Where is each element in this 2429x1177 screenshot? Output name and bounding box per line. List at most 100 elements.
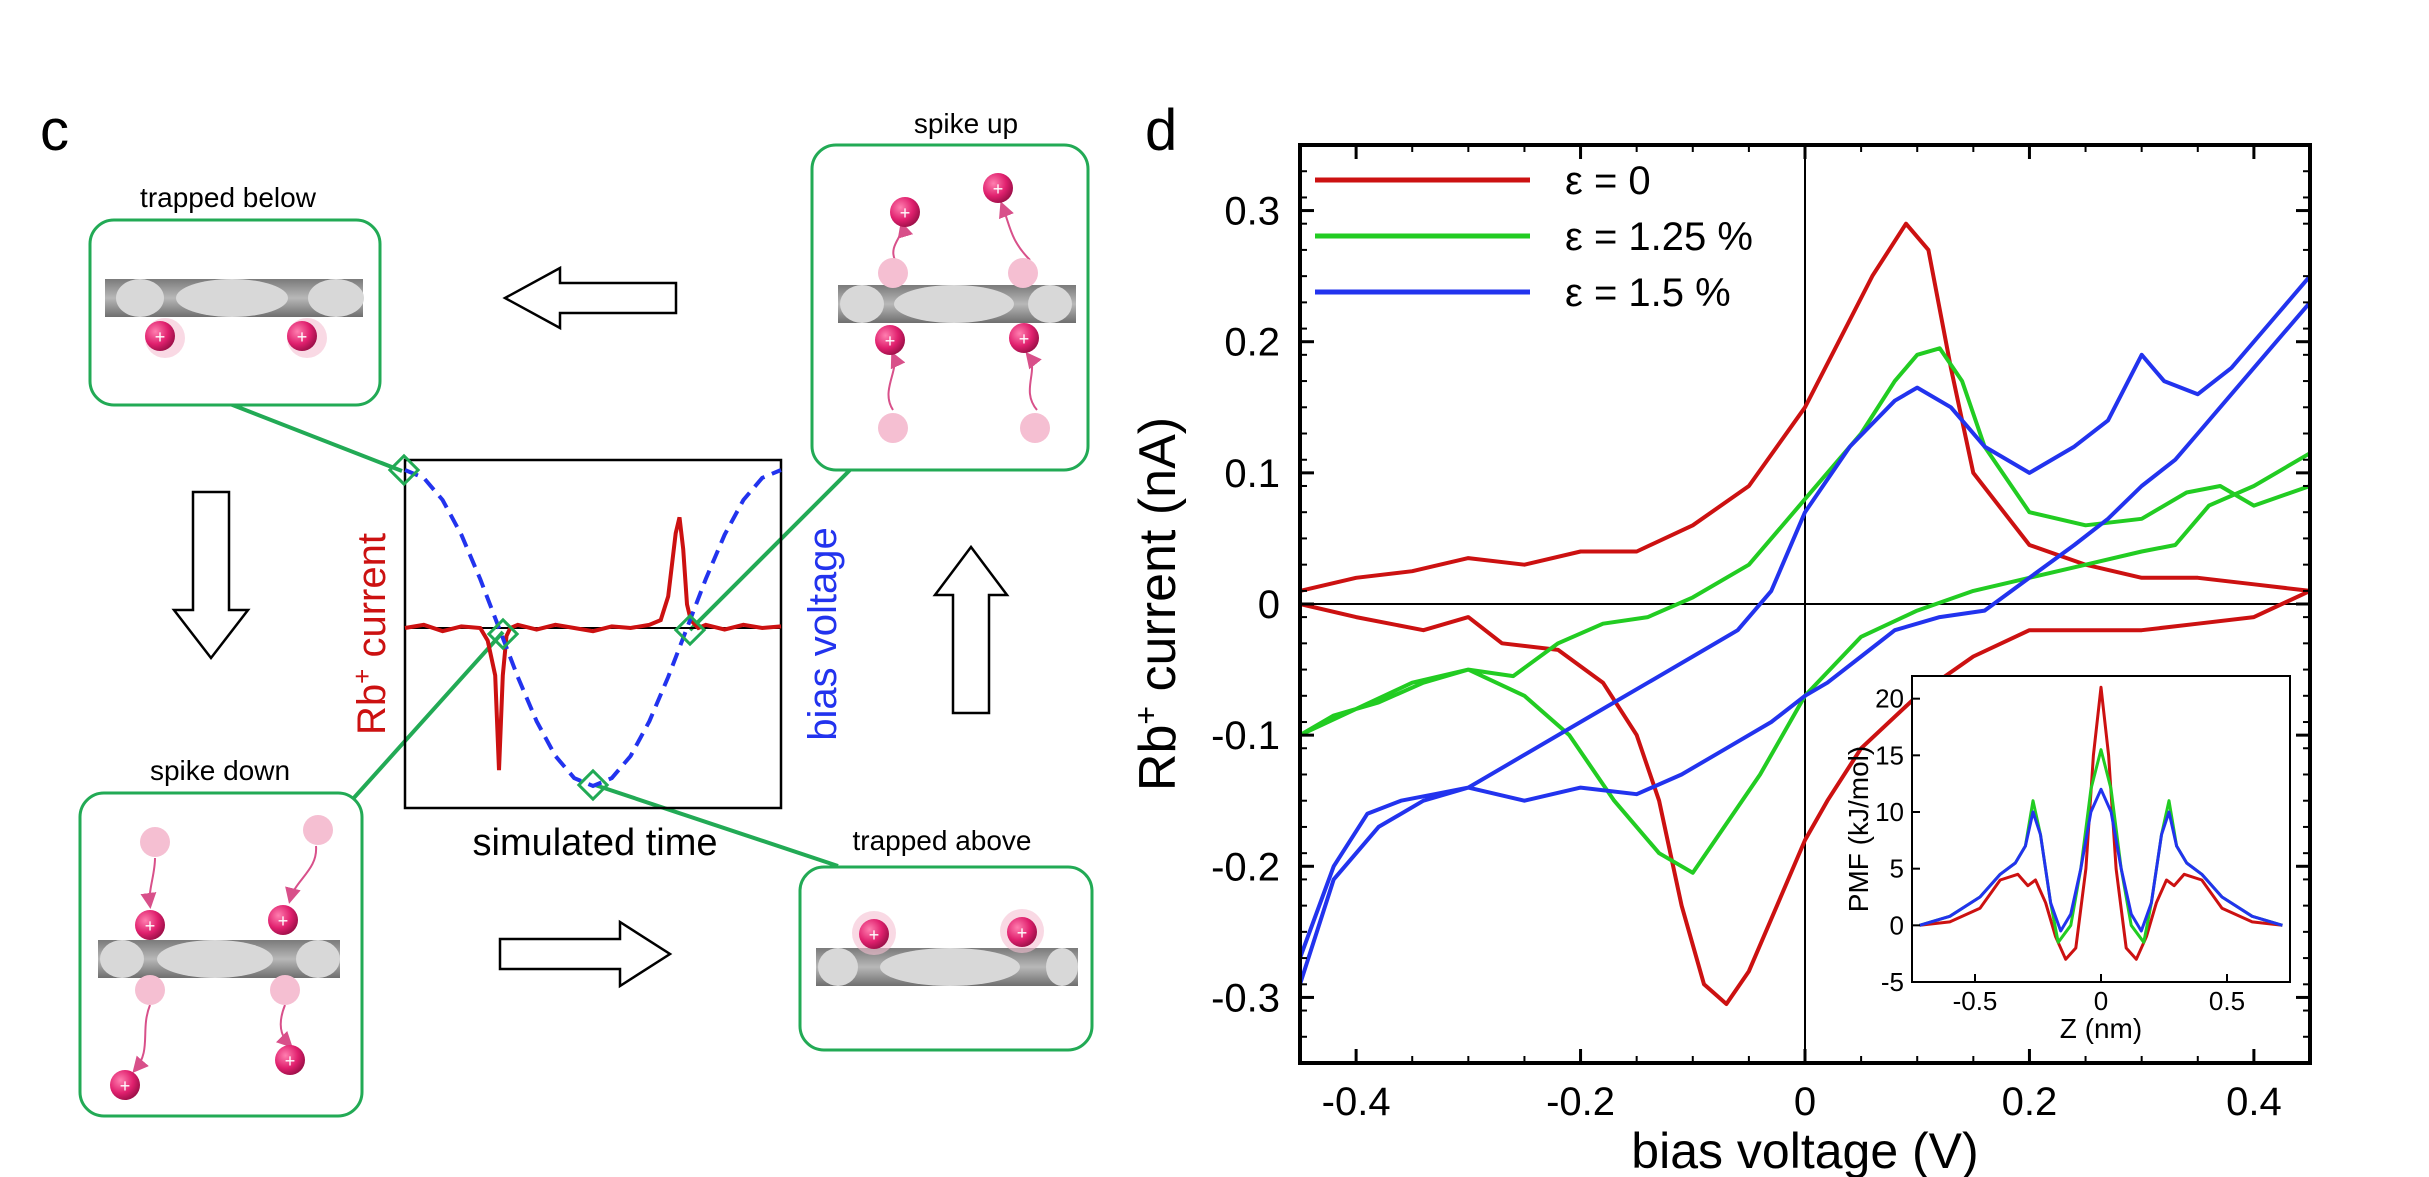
schematic-series-0-rb-current-line: [404, 516, 782, 771]
ion-faded: [270, 975, 300, 1005]
y-tick-label: 0.2: [1224, 321, 1280, 365]
arrow-left-icon: [502, 265, 678, 331]
pore: [100, 940, 144, 978]
ion: +: [135, 910, 165, 940]
pore: [1028, 285, 1072, 323]
inset-y-tick-label: 5: [1890, 854, 1904, 884]
inset-series-0-0-line: [1919, 685, 2283, 961]
y-tick-label: -0.2: [1211, 845, 1280, 889]
ion: +: [852, 911, 896, 955]
svg-text:+: +: [885, 331, 896, 351]
inset-y-tick-label: 20: [1875, 684, 1904, 714]
ion-faded: [303, 815, 333, 845]
inset-x-tick-label: -0.5: [1953, 986, 1998, 1016]
membrane: [98, 940, 340, 978]
y-tick-label: 0.3: [1224, 190, 1280, 234]
ion: +: [275, 1045, 305, 1075]
pore: [157, 940, 273, 978]
svg-text:+: +: [993, 179, 1004, 199]
ion: +: [1000, 909, 1044, 953]
ion-faded: [878, 258, 908, 288]
ion: +: [287, 318, 327, 358]
pore: [840, 285, 884, 323]
x-tick-label: 0.4: [2226, 1080, 2282, 1124]
inset-background: [1912, 676, 2290, 982]
ion: +: [875, 325, 905, 355]
legend-label: ε = 1.25 %: [1565, 215, 1753, 259]
svg-text:+: +: [155, 327, 166, 347]
pore: [880, 948, 1020, 986]
pore: [308, 279, 364, 317]
state-spike-up: spike up + + + +: [810, 108, 1090, 472]
x-tick-label: 0: [1794, 1080, 1816, 1124]
membrane: [838, 285, 1076, 323]
svg-text:+: +: [1017, 923, 1028, 943]
x-tick-label: -0.4: [1322, 1080, 1391, 1124]
marker-diamond: [673, 613, 707, 647]
cycle-arrows: [171, 265, 1010, 989]
legend-label: ε = 0: [1565, 159, 1651, 203]
inset-y-tick-label: 0: [1890, 910, 1904, 940]
ion-faded: [140, 827, 170, 857]
state-trapped-above: trapped above + +: [798, 825, 1094, 1052]
marker-diamond: [387, 453, 421, 487]
svg-text:+: +: [278, 911, 289, 931]
inset-y-axis-label: PMF (kJ/mol): [1843, 746, 1874, 912]
ion: +: [268, 905, 298, 935]
ion: +: [983, 173, 1013, 203]
pore: [176, 279, 288, 317]
pore: [818, 948, 858, 986]
inset-y-tick-label: -5: [1881, 967, 1904, 997]
inset-x-tick-label: 0.5: [2209, 986, 2245, 1016]
ion: +: [110, 1070, 140, 1100]
arrow-down-icon: [171, 490, 251, 661]
svg-text:+: +: [145, 916, 156, 936]
membrane: [816, 948, 1078, 986]
pore: [296, 940, 340, 978]
ion: +: [1009, 323, 1039, 353]
connector-spike-up: [688, 463, 857, 632]
ion-faded: [1008, 258, 1038, 288]
ion-faded: [135, 975, 165, 1005]
state-label-trapped-above: trapped above: [852, 825, 1031, 856]
inset-series-2-1-5-line: [1919, 787, 2283, 933]
connector-trapped-above: [594, 783, 839, 868]
inset-x-tick-label: 0: [2094, 986, 2108, 1016]
x-axis-label: bias voltage (V): [1631, 1123, 1978, 1177]
pore: [894, 285, 1014, 323]
legend: ε = 0 ε = 1.25 % ε = 1.5 %: [1315, 159, 1753, 315]
panel-c: c trapped below + + spike up: [40, 98, 1094, 1118]
arrow-right-icon: [498, 919, 673, 989]
state-spike-down: spike down + + + +: [78, 755, 364, 1118]
pore: [1046, 948, 1078, 986]
panel-d: d -0.4 -0.2 0 0.2 0.4 -0.3 -0.2 -0.1 0 0.1 0.2 0.3 b…: [1128, 98, 2312, 1177]
schematic-markers: [387, 453, 707, 802]
ion: +: [890, 197, 920, 227]
panel-c-letter: c: [40, 98, 69, 163]
x-tick-label: 0.2: [2002, 1080, 2058, 1124]
schematic-frame: [403, 458, 783, 810]
ion-trajectory: [132, 845, 318, 1074]
series-2-1-5-line: [1298, 274, 2312, 985]
marker-diamond: [486, 617, 520, 651]
ion-faded: [1020, 413, 1050, 443]
schematic-plot: simulated time Rb+ current bias voltage: [347, 453, 845, 864]
connector-spike-down: [350, 630, 505, 802]
state-label-trapped-below: trapped below: [140, 182, 317, 213]
series-1-1-25-line: [1298, 346, 2312, 875]
panel-d-letter: d: [1145, 98, 1177, 163]
y-tick-label: 0.1: [1224, 452, 1280, 496]
schematic-series-1-bias-voltage-line: [404, 468, 782, 789]
pore: [116, 279, 164, 317]
state-label-spike-up: spike up: [914, 108, 1018, 139]
state-trapped-below: trapped below + +: [88, 182, 382, 407]
x-tick-label: -0.2: [1546, 1080, 1615, 1124]
svg-text:+: +: [285, 1051, 296, 1071]
y-tick-label: 0: [1258, 583, 1280, 627]
schematic-left-label: Rb+ current: [347, 533, 394, 735]
series-0-0-line: [1299, 221, 2312, 1006]
connector-trapped-below: [229, 402, 403, 473]
main-chart: -0.4 -0.2 0 0.2 0.4 -0.3 -0.2 -0.1 0 0.1 0.2 0.3 bia…: [1128, 143, 2312, 1177]
marker-diamond: [576, 768, 610, 802]
schematic-right-label: bias voltage: [801, 527, 845, 740]
